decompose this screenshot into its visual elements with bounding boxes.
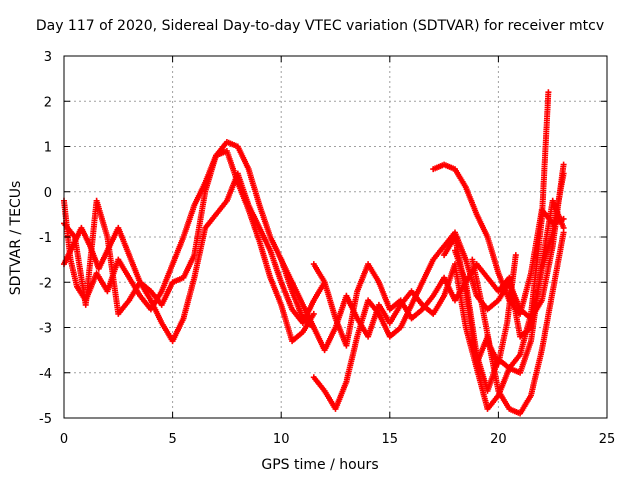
- y-tick-label: -1: [39, 231, 52, 246]
- x-tick-label: 20: [490, 432, 507, 447]
- y-tick-label: -3: [39, 322, 52, 337]
- y-tick-label: 1: [44, 141, 52, 156]
- data-series-layer: [61, 89, 567, 417]
- y-tick-label: -5: [39, 412, 52, 427]
- data-series-6: [278, 89, 552, 412]
- grid-lines: [64, 56, 607, 418]
- data-series-10: [469, 252, 519, 367]
- data-series-8: [441, 229, 567, 417]
- y-tick-label: -4: [39, 367, 52, 382]
- series-markers: [441, 229, 567, 417]
- series-markers: [469, 252, 519, 367]
- y-tick-label: 2: [44, 95, 52, 110]
- chart-title: Day 117 of 2020, Sidereal Day-to-day VTE…: [35, 18, 605, 34]
- x-tick-label: 10: [273, 432, 290, 447]
- y-tick-label: 0: [44, 186, 52, 201]
- series-markers: [278, 89, 552, 412]
- data-series-3: [61, 148, 317, 345]
- y-tick-label: 3: [44, 50, 52, 65]
- axis-ticks: 0 5 10 15 20 25 -5 -4 -3 -2 -1 0 1 2 3: [39, 50, 615, 447]
- x-tick-label: 25: [599, 432, 616, 447]
- x-tick-label: 15: [382, 432, 399, 447]
- series-markers: [430, 161, 567, 317]
- data-series-7: [430, 161, 567, 317]
- x-tick-label: 0: [60, 432, 68, 447]
- x-axis-label: GPS time / hours: [261, 457, 379, 473]
- y-axis-label: SDTVAR / TECUs: [8, 180, 24, 296]
- series-markers: [61, 148, 317, 345]
- y-tick-label: -2: [39, 276, 52, 291]
- x-tick-label: 5: [168, 432, 176, 447]
